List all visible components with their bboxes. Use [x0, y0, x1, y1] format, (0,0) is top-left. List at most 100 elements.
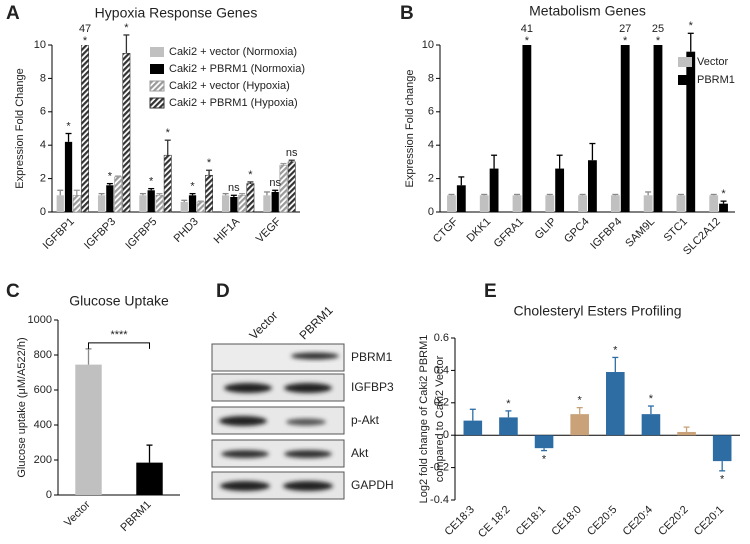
y-tick-label: 10 — [422, 39, 434, 51]
blot-row-label: Akt — [351, 446, 369, 460]
bar — [114, 176, 123, 213]
significance-label: * — [166, 127, 171, 139]
legend-label: Caki2 + PBRM1 (Hypoxia) — [169, 97, 298, 109]
x-tick-label: IGFBP1 — [41, 216, 77, 252]
bars — [463, 372, 732, 462]
x-tick-label: PBRM1 — [118, 499, 153, 534]
legend-label: Vector — [697, 56, 729, 68]
bar — [271, 191, 279, 212]
y-tick-label: 0.6 — [434, 332, 449, 344]
bar — [578, 195, 587, 212]
significance-label: ns — [286, 147, 298, 159]
x-tick-label: GPC4 — [562, 216, 592, 246]
blot-row: p-Akt — [211, 406, 380, 435]
y-tick-label: 800 — [34, 349, 52, 361]
significance-label: * — [66, 120, 71, 132]
y-tick-label: 2 — [428, 173, 434, 185]
significance-label: * — [248, 169, 253, 181]
bar — [147, 190, 155, 212]
bar — [570, 414, 589, 436]
bar — [196, 201, 205, 213]
significance-label: * — [721, 188, 726, 200]
bar — [606, 372, 625, 436]
bar — [499, 417, 518, 436]
bar-chart: A Hypoxia Response Genes Expression Fold C… — [6, 3, 305, 252]
blot-band — [284, 450, 332, 458]
bar — [81, 45, 90, 213]
y-tick-label: 400 — [34, 419, 52, 431]
bar-chart: E Cholesteryl Esters Profiling Log2 fold c… — [418, 281, 740, 540]
bar — [588, 160, 597, 212]
legend-swatch — [149, 80, 165, 92]
bar — [188, 195, 197, 212]
blot-band — [224, 383, 272, 393]
bar — [719, 203, 728, 212]
x-tick-label: IGFBP3 — [82, 216, 118, 252]
blot-row-label: p-Akt — [351, 413, 380, 427]
bars — [56, 45, 296, 213]
blot-band — [286, 418, 326, 426]
legend-swatch — [678, 75, 692, 85]
bar — [75, 364, 102, 495]
significance-label: * — [190, 181, 195, 193]
y-tick-label: -0.4 — [430, 494, 449, 506]
bar — [522, 45, 532, 212]
blot-row: GAPDH — [211, 471, 394, 500]
blot-band — [283, 481, 333, 491]
legend-swatch — [150, 47, 164, 57]
bar — [456, 185, 466, 212]
panel-letter: E — [484, 281, 497, 302]
value-label: 27 — [619, 23, 631, 35]
bar — [287, 161, 296, 213]
bar — [712, 435, 732, 462]
bars — [447, 45, 728, 213]
chart-title: Hypoxia Response Genes — [95, 5, 258, 21]
bar — [653, 45, 663, 212]
bar — [534, 435, 554, 449]
bar — [72, 195, 81, 213]
y-tick-label: 1000 — [28, 314, 52, 326]
legend-swatch — [150, 64, 164, 74]
blot-band — [220, 481, 270, 491]
x-tick-label: CE 18:2 — [476, 504, 513, 541]
significance-label: * — [207, 157, 212, 169]
x-tick-label: IGFBP4 — [588, 216, 624, 252]
y-tick-label: 10 — [34, 39, 46, 51]
blot-band — [221, 450, 269, 458]
bar — [106, 185, 114, 212]
x-tick-label: CE20:2 — [656, 504, 690, 538]
blot-row: IGFBP3 — [211, 373, 394, 402]
significance-label: * — [506, 398, 511, 410]
blot-row-label: IGFBP3 — [351, 380, 394, 394]
x-tick-label: CE20:1 — [692, 504, 726, 538]
y-tick-label: 6 — [428, 106, 434, 118]
y-tick-label: 0 — [443, 429, 449, 441]
bar — [56, 195, 64, 212]
x-tick-label: CE20:5 — [585, 504, 619, 538]
bar — [263, 195, 271, 212]
value-label: 41 — [521, 23, 533, 35]
significance-label: * — [578, 395, 583, 407]
y-axis-label: Expression Fold Change — [14, 68, 26, 188]
value-label: 25 — [652, 23, 664, 35]
bar — [479, 195, 489, 212]
bar — [489, 168, 499, 212]
significance-bracket — [88, 342, 150, 349]
significance-label: * — [149, 176, 154, 188]
legend-label: Caki2 + vector (Normoxia) — [169, 46, 297, 58]
chart-title: Glucose Uptake — [69, 293, 169, 309]
bar — [463, 420, 483, 436]
x-tick-label: IGFBP5 — [123, 216, 159, 252]
bar — [221, 195, 230, 212]
x-tick-label: HIF1A — [212, 215, 243, 246]
y-axis-label: compared to Caki2 Vector — [434, 355, 446, 482]
value-label: 47 — [79, 23, 91, 35]
blot-band — [284, 383, 332, 393]
y-axis-label: Glucose uptake (μM/A522/h) — [16, 337, 28, 477]
x-tick-label: VEGF — [254, 215, 284, 245]
x-tick-label: CTGF — [431, 216, 461, 246]
x-tick-label: CE18:1 — [514, 504, 548, 538]
legend-label: Caki2 + PBRM1 (Normoxia) — [169, 63, 305, 75]
bar-chart: C Glucose Uptake Glucose uptake (μM/A522/h… — [6, 281, 180, 534]
y-tick-label: 0 — [428, 206, 434, 218]
